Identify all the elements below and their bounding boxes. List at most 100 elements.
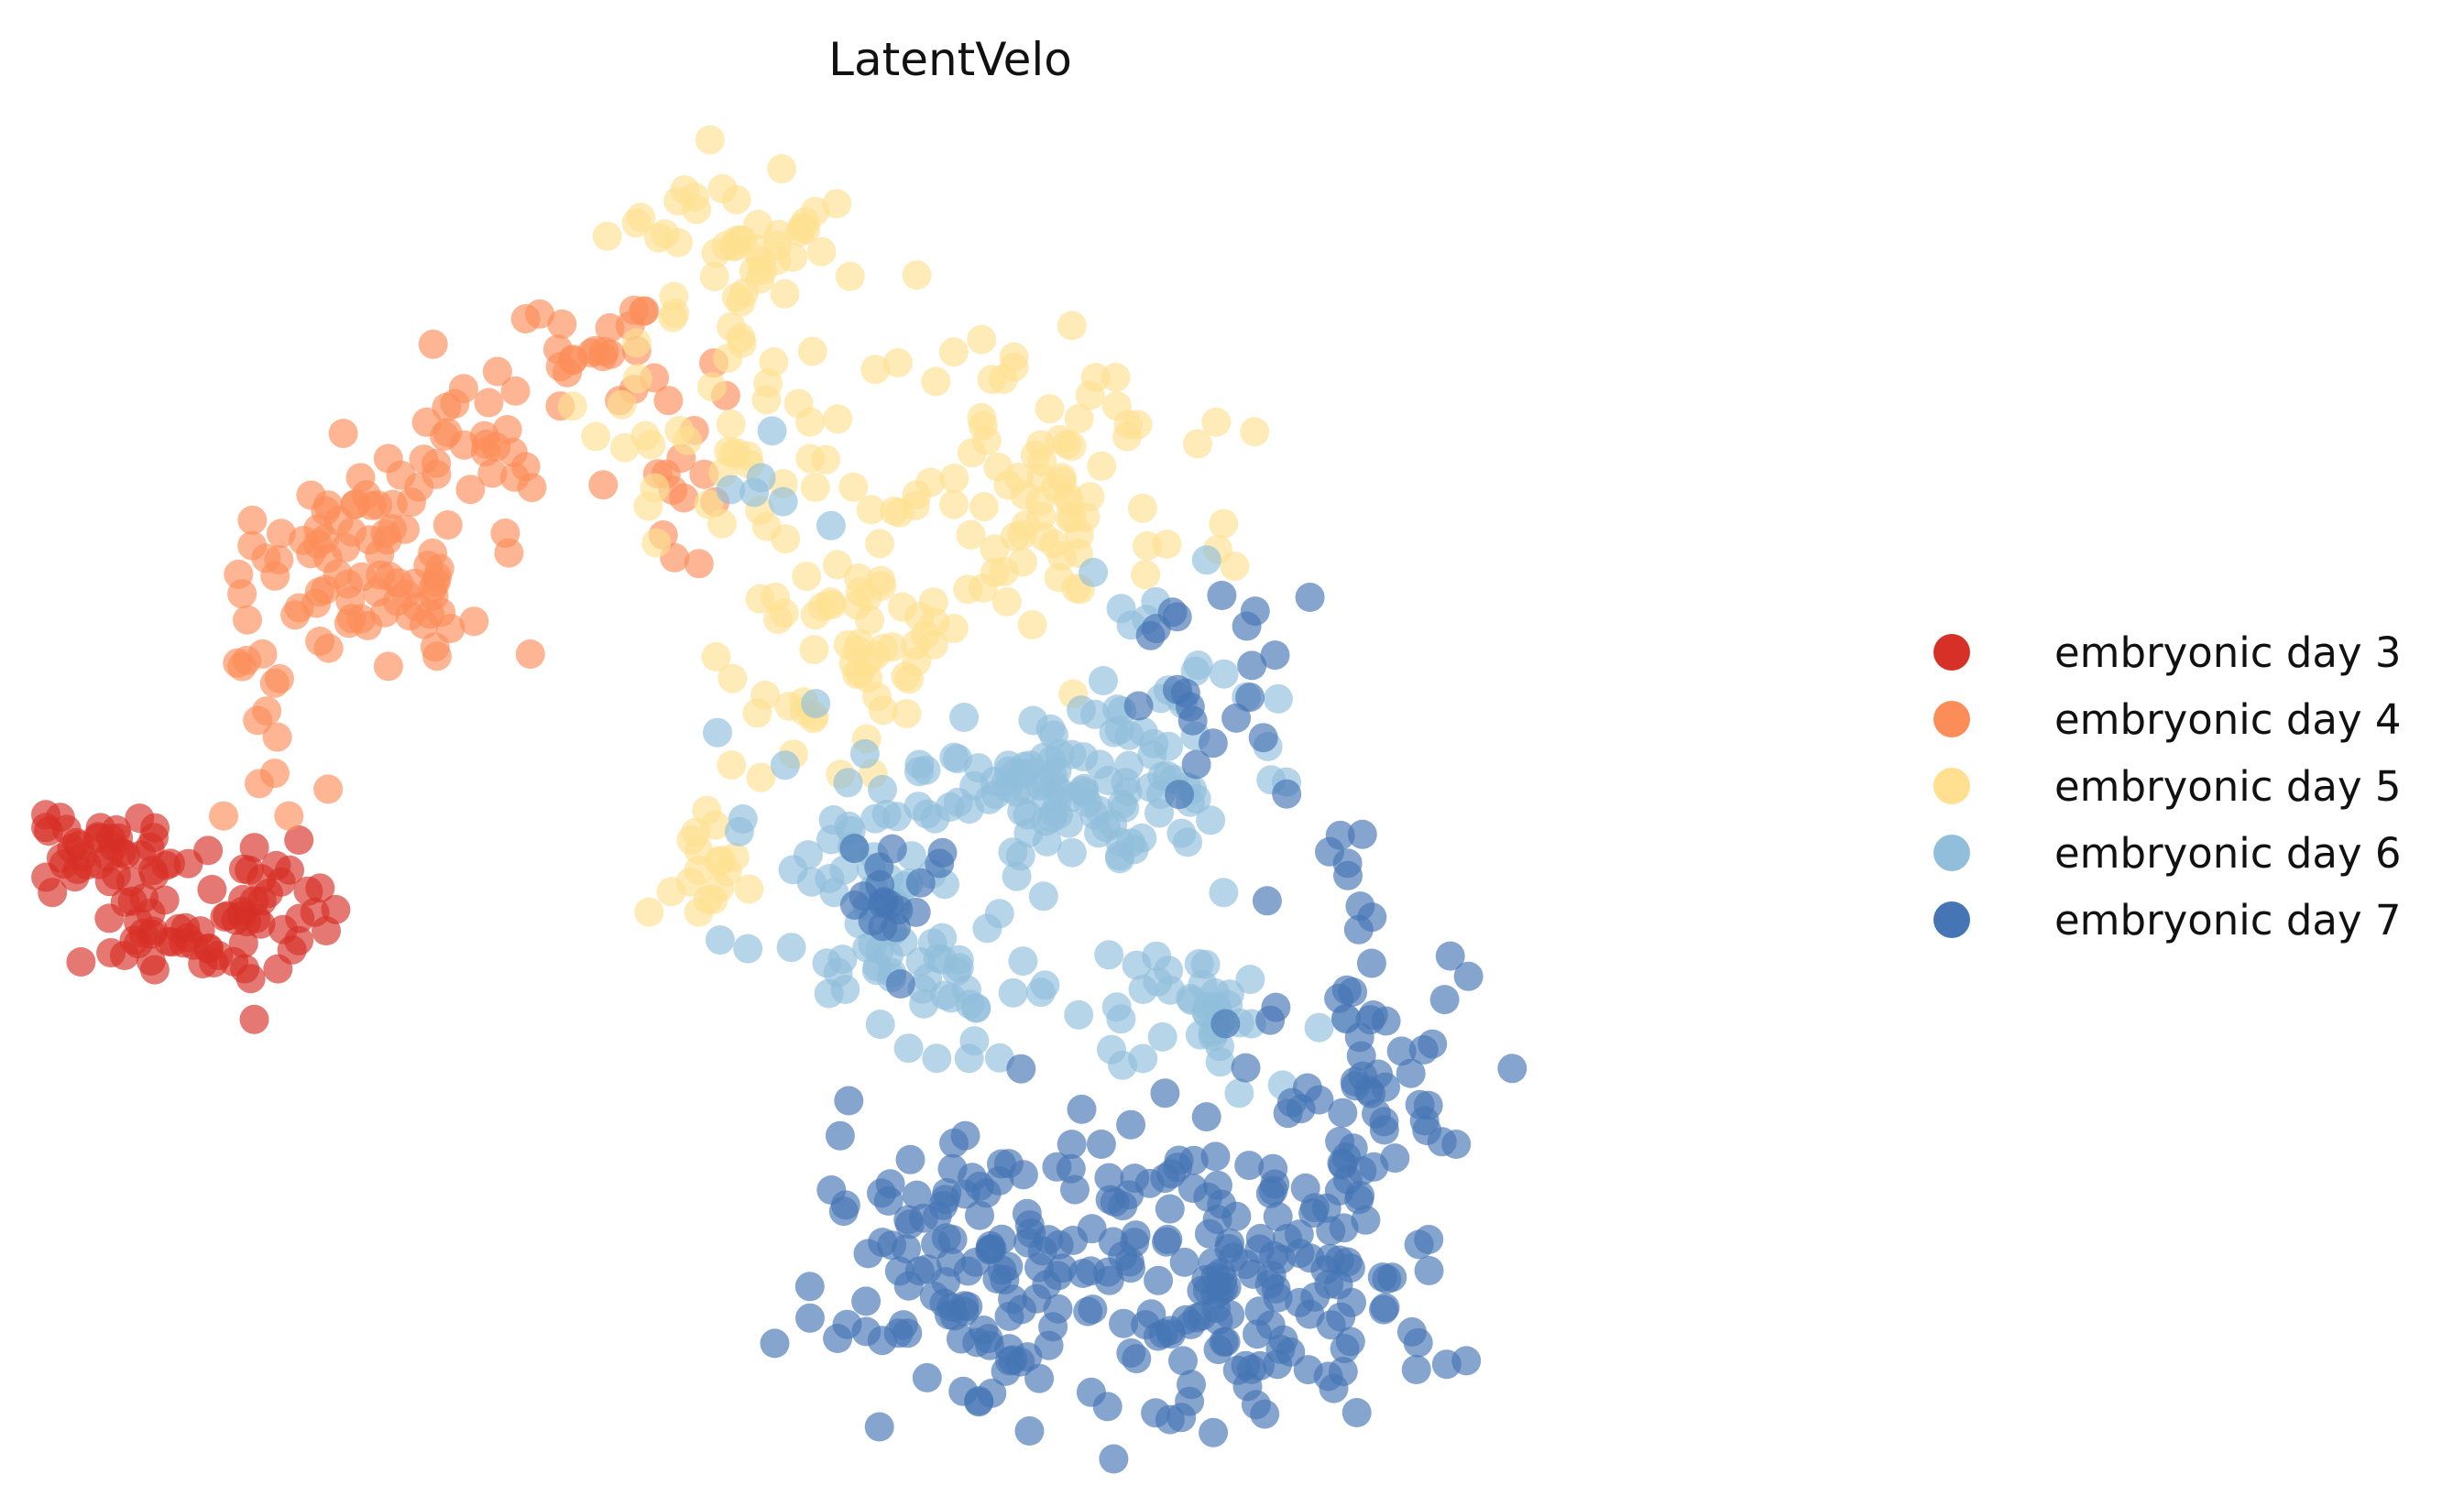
data-point — [1222, 1355, 1253, 1385]
data-point — [418, 538, 448, 568]
data-point — [905, 868, 936, 898]
data-point — [1245, 1350, 1275, 1381]
data-point — [1098, 809, 1128, 839]
data-point — [1064, 999, 1094, 1030]
data-point — [284, 593, 314, 623]
data-point — [1053, 482, 1082, 511]
data-point — [746, 762, 776, 792]
data-point — [894, 1209, 925, 1239]
data-point — [842, 590, 872, 620]
data-point — [1231, 1053, 1261, 1083]
data-point — [991, 586, 1022, 617]
data-point — [1139, 728, 1169, 759]
data-point — [1039, 529, 1069, 559]
data-point — [828, 1196, 859, 1227]
data-point — [967, 402, 997, 432]
data-point — [1155, 975, 1186, 1005]
data-point — [418, 573, 448, 603]
data-point — [818, 805, 849, 835]
data-point — [1359, 1152, 1389, 1182]
data-point — [883, 1318, 914, 1349]
data-point — [260, 561, 290, 591]
data-point — [833, 768, 863, 798]
data-point — [1017, 610, 1047, 639]
data-point — [825, 1120, 855, 1151]
data-point — [1234, 1151, 1265, 1181]
data-point — [490, 519, 520, 548]
data-point — [1026, 501, 1057, 531]
data-point — [904, 757, 934, 787]
data-point — [1221, 703, 1252, 733]
data-point — [967, 324, 997, 355]
data-point — [684, 549, 714, 579]
data-point — [1345, 891, 1375, 922]
data-point — [621, 328, 652, 358]
data-point — [581, 421, 611, 452]
data-point — [1418, 1029, 1448, 1059]
data-point — [1300, 1282, 1331, 1312]
data-point — [742, 698, 772, 728]
data-point — [1240, 417, 1270, 447]
data-point — [1008, 547, 1037, 577]
data-point — [1094, 1163, 1124, 1193]
data-point — [1116, 1253, 1145, 1283]
data-point — [1259, 1240, 1289, 1271]
data-point — [703, 717, 732, 748]
data-point — [669, 483, 699, 513]
data-point — [776, 933, 806, 963]
data-point — [355, 525, 385, 555]
data-point — [227, 901, 257, 931]
data-point — [1024, 1363, 1055, 1393]
data-point — [1209, 878, 1239, 908]
data-point — [227, 651, 257, 682]
data-point — [927, 837, 958, 868]
data-point — [839, 834, 870, 864]
data-point — [1087, 451, 1117, 481]
data-point — [734, 874, 764, 904]
data-point — [1060, 1174, 1090, 1205]
data-point — [843, 563, 873, 593]
data-point — [634, 897, 664, 927]
data-point — [990, 1265, 1020, 1294]
data-point — [823, 957, 853, 988]
data-point — [653, 386, 684, 416]
data-point — [1028, 881, 1058, 912]
data-point — [959, 1026, 990, 1056]
legend-label: embryonic day 4 — [2054, 695, 2402, 744]
data-point — [960, 1247, 991, 1277]
data-point — [1013, 818, 1044, 848]
data-point — [963, 753, 993, 783]
data-point — [849, 738, 880, 769]
data-point — [865, 529, 895, 559]
data-point — [937, 1225, 968, 1254]
data-point — [1038, 1312, 1068, 1342]
data-point — [1147, 1021, 1177, 1052]
data-point — [877, 632, 907, 662]
data-point — [1241, 1390, 1271, 1420]
data-point — [433, 510, 463, 540]
data-point — [253, 879, 283, 909]
data-point — [321, 894, 351, 924]
data-point — [1153, 1224, 1183, 1254]
data-point — [203, 941, 234, 970]
data-point — [1235, 682, 1265, 713]
data-point — [834, 1086, 864, 1116]
data-point — [705, 925, 735, 955]
legend-marker — [1933, 768, 1970, 804]
data-point — [1205, 1047, 1235, 1077]
data-point — [972, 913, 1002, 944]
data-point — [636, 430, 666, 460]
data-point — [922, 1043, 952, 1074]
data-point — [263, 954, 293, 984]
data-point — [1127, 823, 1157, 853]
data-point — [707, 174, 738, 203]
chart-title: LatentVelo — [828, 33, 1072, 86]
data-point — [1203, 1305, 1233, 1336]
data-point — [1164, 1145, 1194, 1175]
data-point — [335, 585, 366, 616]
data-point — [1237, 650, 1267, 681]
data-point — [1331, 975, 1362, 1005]
data-point — [433, 418, 463, 448]
data-point — [1191, 545, 1221, 575]
data-point — [261, 850, 291, 880]
